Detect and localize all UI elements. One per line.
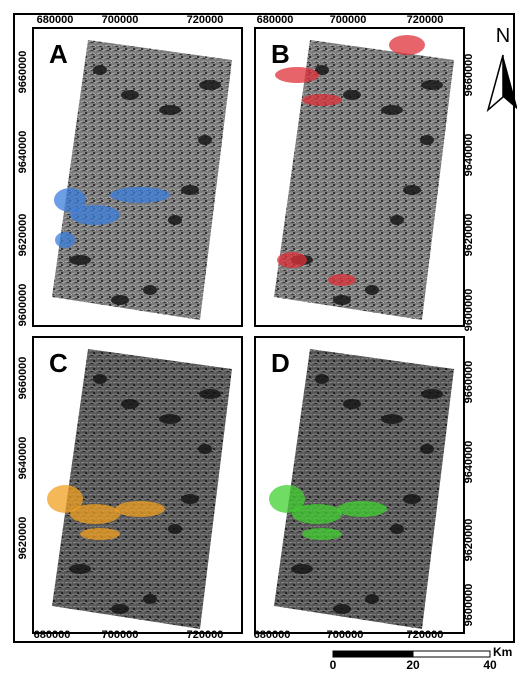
scale-unit: Km [493,645,512,659]
y-coordinate-label: 9660000 [17,357,29,400]
terrain-shadow [111,295,129,305]
panel-letter: A [49,39,68,69]
terrain-shadow [159,414,181,424]
y-coordinate-label: 9640000 [17,437,29,480]
map-panel: D [255,337,464,633]
terrain-shadow [121,90,139,100]
terrain-shadow [69,255,91,265]
terrain-shadow [421,80,443,90]
terrain-shadow [421,389,443,399]
highlight-area [277,252,307,268]
terrain-shadow [390,524,404,534]
terrain-shadow [111,604,129,614]
panel-letter: D [271,348,290,378]
terrain-shadow [291,564,313,574]
panel-letter: B [271,39,290,69]
x-coordinate-label: 680000 [37,14,74,26]
terrain-shadow [343,399,361,409]
terrain-shadow [93,65,107,75]
north-label: N [496,25,510,47]
terrain-shadow [121,399,139,409]
x-coordinate-label: 680000 [34,629,71,641]
highlight-area [389,35,425,55]
y-coordinate-label: 9620000 [463,214,475,257]
x-coordinate-label: 700000 [102,14,139,26]
y-coordinate-label: 9620000 [463,519,475,562]
terrain-shadow [69,564,91,574]
map-panel: A [33,28,242,326]
terrain-shadow [315,374,329,384]
terrain-shadow [420,444,434,454]
x-coordinate-label: 680000 [254,629,291,641]
highlight-area [337,501,387,517]
terrain-shadow [199,80,221,90]
terrain-shadow [181,185,199,195]
x-coordinate-label: 720000 [407,14,444,26]
terrain-shadow [159,105,181,115]
x-coordinate-label: 700000 [102,629,139,641]
y-coordinate-label: 9620000 [17,517,29,560]
y-coordinate-label: 9620000 [17,214,29,257]
y-coordinate-label: 9600000 [17,284,29,327]
highlight-area [275,67,319,83]
panel-letter: C [49,348,68,378]
terrain-shadow [198,135,212,145]
scale-label: 20 [406,658,420,672]
highlight-area [302,528,342,540]
terrain-shadow [181,494,199,504]
terrain-shadow [199,389,221,399]
terrain-shadow [93,374,107,384]
y-coordinate-label: 9600000 [463,289,475,332]
terrain-shadow [333,295,351,305]
y-coordinate-label: 9660000 [463,361,475,404]
terrain-shadow [143,285,157,295]
map-panel: C [33,337,242,633]
terrain-shadow [390,215,404,225]
terrain-shadow [420,135,434,145]
terrain-shadow [168,215,182,225]
y-coordinate-label: 9640000 [463,441,475,484]
highlight-area [80,528,120,540]
x-coordinate-label: 700000 [330,14,367,26]
highlight-area [55,232,75,248]
terrain-shadow [168,524,182,534]
terrain-shadow [381,105,403,115]
highlight-area [110,187,170,203]
x-coordinate-label: 720000 [187,629,224,641]
highlight-area [70,504,120,524]
x-coordinate-label: 720000 [407,629,444,641]
scale-label: 40 [483,658,497,672]
highlight-area [70,205,120,225]
x-coordinate-label: 700000 [327,629,364,641]
terrain-shadow [381,414,403,424]
x-coordinate-label: 680000 [257,14,294,26]
scale-label: 0 [330,658,337,672]
y-coordinate-label: 9600000 [463,584,475,627]
map-panel: B [255,28,464,326]
terrain-shadow [333,604,351,614]
terrain-shadow [403,185,421,195]
terrain-shadow [343,90,361,100]
x-coordinate-label: 720000 [187,14,224,26]
terrain-shadow [365,285,379,295]
terrain-shadow [403,494,421,504]
highlight-area [115,501,165,517]
highlight-area [328,274,356,286]
terrain-shadow [365,594,379,604]
highlight-area [302,94,342,106]
y-coordinate-label: 9660000 [463,54,475,97]
terrain-shadow [143,594,157,604]
terrain-shadow [198,444,212,454]
figure: A B C D 680000 700000 720000 680000 700000 72000… [0,0,517,672]
y-coordinate-label: 9640000 [463,134,475,177]
highlight-area [292,504,342,524]
y-coordinate-label: 9640000 [17,131,29,174]
y-coordinate-label: 9660000 [17,51,29,94]
